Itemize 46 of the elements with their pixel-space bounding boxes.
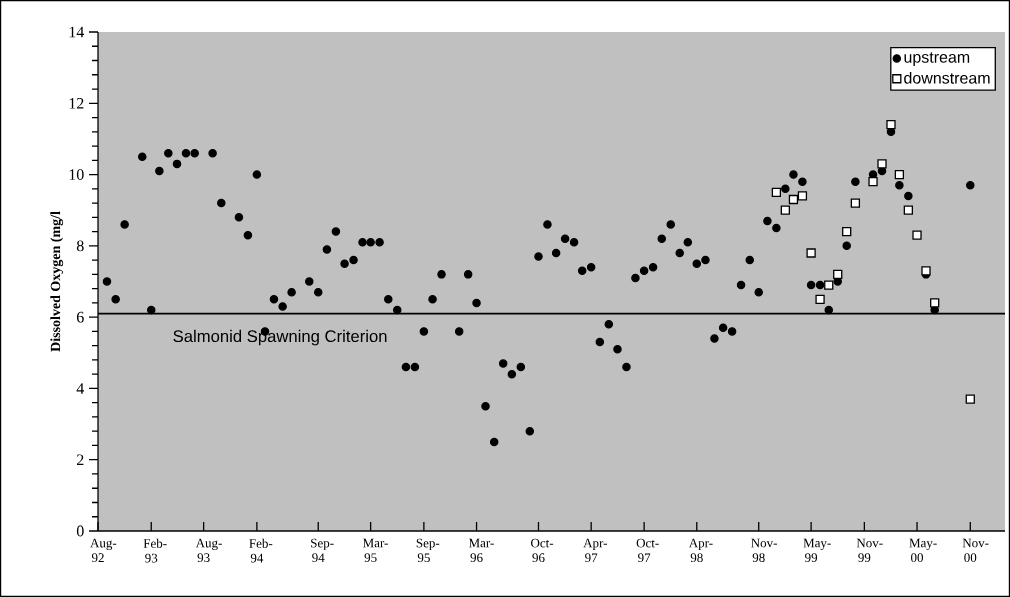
x-tick-label: Mar-95 (363, 538, 388, 563)
x-tick-label: Feb-94 (249, 538, 273, 563)
x-tick-label: Nov-98 (751, 538, 777, 563)
legend-label: upstream (904, 52, 970, 66)
x-tick-label: Feb-93 (143, 538, 167, 563)
point (850, 198, 861, 208)
x-tick-label: Sep-95 (416, 538, 440, 563)
point (921, 266, 931, 276)
x-tick-label: Nov-99 (856, 538, 883, 563)
y-tick-label: 2 (77, 454, 84, 466)
x-tick-label: May-00 (909, 538, 937, 563)
point (833, 269, 843, 280)
y-tick-label: 12 (69, 97, 84, 109)
x-tick-label: Aug-92 (90, 538, 117, 563)
y-tick-label: 14 (69, 26, 85, 38)
x-tick-label: May-99 (803, 538, 831, 563)
y-tick-label: 0 (76, 525, 84, 537)
point (965, 394, 975, 404)
point (771, 187, 782, 198)
point (868, 177, 878, 187)
x-tick-label: Aug-93 (195, 538, 222, 563)
point (806, 248, 816, 258)
x-tick-label: Apr-98 (688, 538, 713, 563)
x-tick-label: Oct-97 (636, 538, 659, 563)
point (903, 205, 913, 215)
y-axis-title: Dissolved Oxygen (mg/l (50, 211, 64, 352)
x-tick-label: Mar-96 (468, 538, 494, 563)
ref-line-label: Salmonid Spawning Criterion (173, 329, 387, 346)
y-tick-label: 6 (76, 311, 84, 323)
point (788, 194, 799, 205)
point (912, 230, 922, 240)
x-tick-label: Sep-94 (311, 538, 334, 563)
point (930, 298, 940, 308)
x-tick-label: Oct-96 (531, 538, 554, 563)
x-tick-label: Nov-00 (962, 538, 989, 563)
point (780, 205, 790, 215)
point (815, 294, 825, 304)
point (894, 169, 905, 180)
legend-label: downstream (904, 71, 990, 84)
point (824, 280, 834, 290)
y-tick-label: 4 (76, 383, 85, 394)
y-tick-label: 8 (76, 240, 84, 252)
y-tick-label: 10 (69, 169, 84, 180)
point (842, 226, 852, 237)
x-tick-label: Apr-97 (583, 538, 607, 563)
point (797, 191, 808, 201)
